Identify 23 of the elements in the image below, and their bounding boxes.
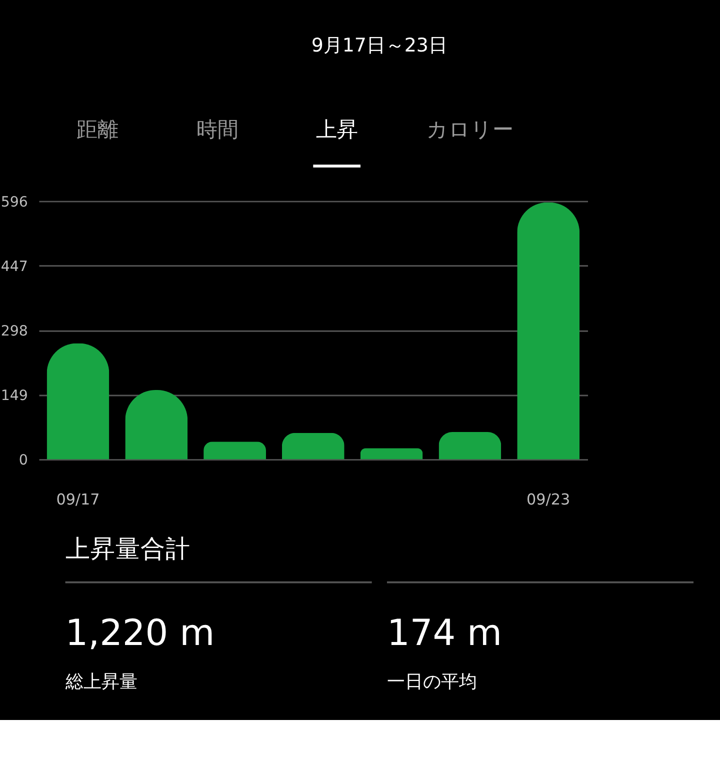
text: 174 m [386, 612, 502, 654]
bar [517, 202, 580, 460]
y-tick-label: 298 [0, 323, 28, 340]
y-tick-label: 596 [0, 194, 28, 210]
bar [204, 442, 266, 460]
x-tick-label: 09/17 [56, 490, 100, 508]
bar [438, 432, 502, 460]
bar [360, 448, 423, 460]
chart-title: 9月17日～23日 [311, 34, 448, 57]
text: 1,220 m [65, 612, 215, 654]
text: 上昇 [316, 118, 358, 142]
x-tick-label: 09/23 [526, 490, 570, 508]
text: 上昇量合計 [65, 534, 190, 563]
text: 総上昇量 [64, 671, 138, 692]
bar [46, 343, 110, 460]
y-tick-label: 0 [18, 452, 28, 469]
y-tick-label: 447 [0, 258, 28, 275]
y-tick-label: 149 [0, 388, 28, 404]
text: 時間 [196, 118, 239, 142]
text: カロリー [426, 118, 514, 142]
text: 距離 [76, 118, 118, 142]
text: 一日の平均 [386, 671, 477, 692]
bar [282, 432, 344, 460]
